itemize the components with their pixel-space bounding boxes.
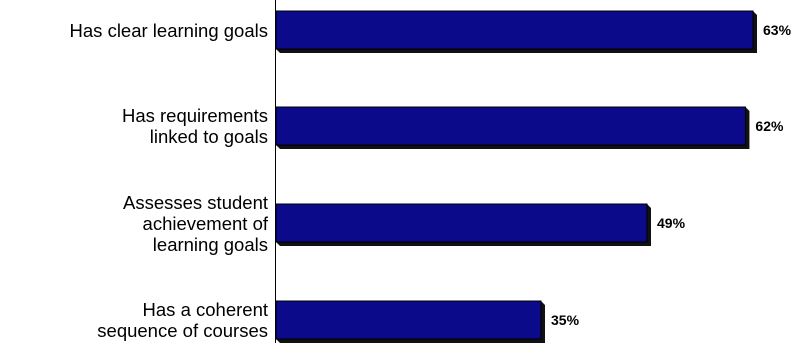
bar	[275, 203, 648, 243]
category-label-line: learning goals	[152, 233, 268, 255]
category-label-line: sequence of courses	[97, 320, 268, 341]
bar	[275, 10, 754, 50]
category-label-line: Has clear learning goals	[69, 19, 268, 41]
category-label-line: Has requirements	[121, 105, 268, 126]
category-label-line: linked to goals	[149, 126, 268, 147]
category-label-line: Assesses student	[123, 191, 268, 213]
category-label-line: achievement of	[142, 212, 268, 234]
value-label: 49%	[657, 215, 686, 231]
bar	[275, 300, 542, 340]
category-label: Has clear learning goals	[70, 20, 268, 41]
category-label: Assesses student achievement of learning g…	[123, 192, 268, 255]
value-label: 62%	[755, 118, 784, 134]
bar	[275, 106, 746, 146]
value-label: 63%	[763, 22, 792, 38]
category-label: Has requirements linked to goals	[122, 105, 268, 147]
value-label: 35%	[551, 312, 580, 328]
category-label: Has a coherent sequence of courses	[97, 299, 268, 341]
category-label-line: Has a coherent	[142, 299, 268, 320]
